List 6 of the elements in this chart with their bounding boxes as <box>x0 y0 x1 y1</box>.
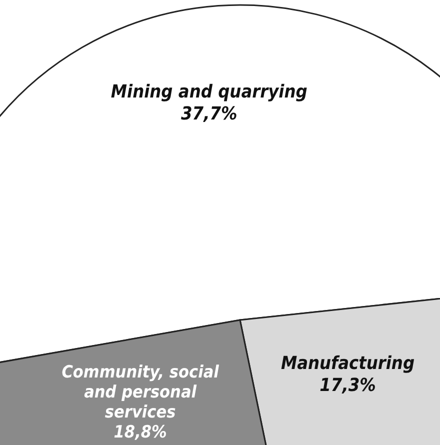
slice-label: Mining and quarrying <box>110 82 308 103</box>
data-label: 17,3% <box>320 374 376 396</box>
data-label: 37,7% <box>181 104 238 125</box>
slice-label: Manufacturing <box>280 352 415 374</box>
slice-label: Community, social and personal services <box>62 362 220 422</box>
data-label: 18,8% <box>114 422 167 442</box>
